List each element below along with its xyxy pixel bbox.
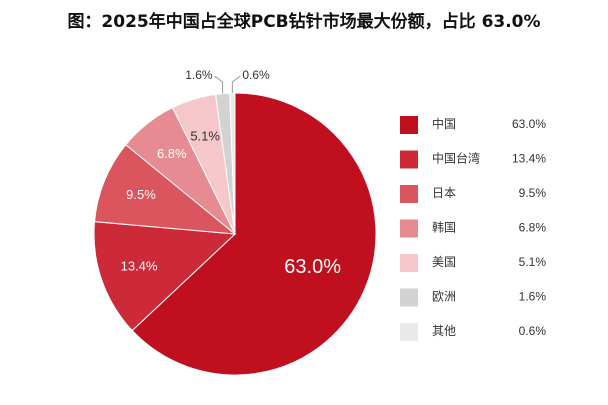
slice-label: 63.0% <box>284 256 341 278</box>
legend-swatch <box>400 150 418 169</box>
leader-line <box>231 75 241 94</box>
slice-label: 13.4% <box>121 259 158 274</box>
legend-swatch <box>400 219 418 238</box>
legend-value: 5.1% <box>519 255 547 269</box>
legend-swatch <box>400 323 418 341</box>
slice-label: 0.6% <box>242 68 270 82</box>
legend-swatch <box>400 254 418 272</box>
legend-value: 13.4% <box>512 152 546 166</box>
pie-slice <box>131 92 377 376</box>
legend-swatch <box>400 185 418 203</box>
slice-label: 9.5% <box>126 187 156 202</box>
legend-label: 日本 <box>432 186 456 200</box>
legend-value: 63.0% <box>512 117 546 131</box>
slice-label: 5.1% <box>190 128 220 143</box>
legend-label: 韩国 <box>432 220 456 235</box>
legend-label: 中国 <box>432 116 456 131</box>
chart-title: 图：2025年中国占全球PCB钻针市场最大份额，占比 63.0% <box>67 11 540 32</box>
leader-line <box>214 75 224 94</box>
slice-label: 1.6% <box>185 68 213 82</box>
legend-value: 1.6% <box>519 290 547 304</box>
legend-swatch <box>400 288 418 307</box>
slice-label: 6.8% <box>157 146 187 161</box>
legend-value: 6.8% <box>519 221 547 235</box>
pie-slice <box>94 144 237 235</box>
legend-label: 其他 <box>432 324 456 338</box>
pie-slice <box>93 221 237 332</box>
legend-label: 欧洲 <box>432 290 456 304</box>
legend-label: 中国台湾 <box>432 151 480 166</box>
pie-slice <box>229 92 236 235</box>
legend-label: 美国 <box>432 255 456 269</box>
legend-value: 0.6% <box>519 324 547 338</box>
legend-swatch <box>400 116 418 134</box>
legend-value: 9.5% <box>519 186 547 200</box>
